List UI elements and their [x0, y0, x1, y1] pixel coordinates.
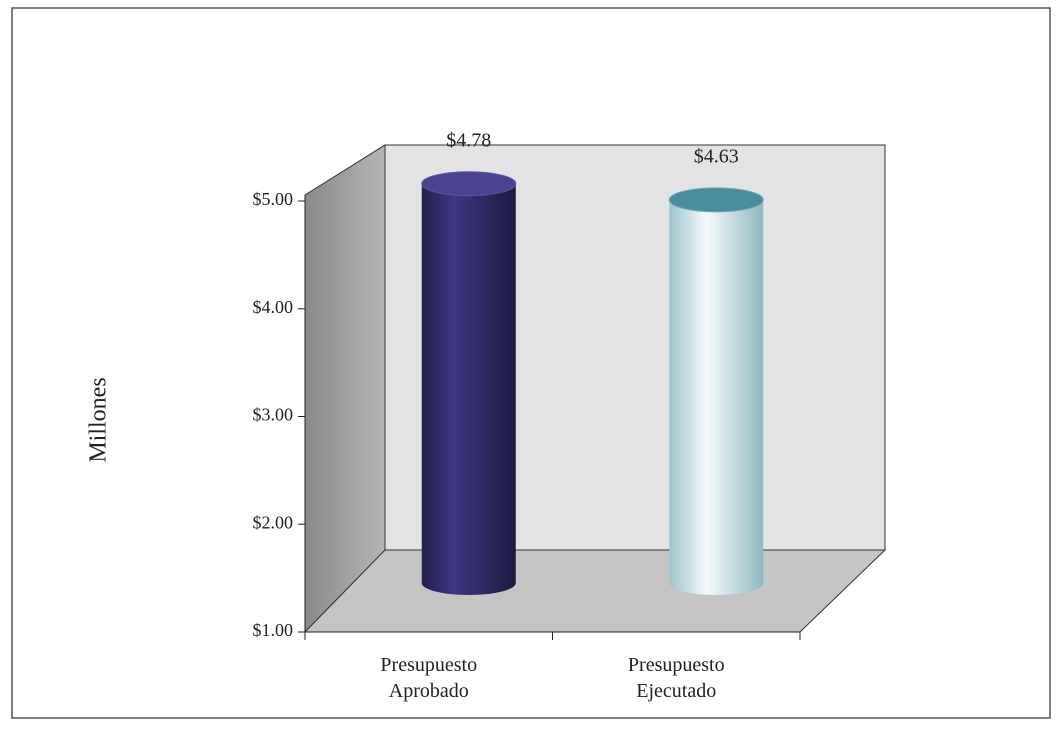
y-axis-label: Millones: [86, 377, 112, 462]
value-label: $4.78: [446, 129, 491, 151]
bar: [421, 183, 516, 583]
side-wall: [304, 144, 386, 634]
y-tick-label: $5.00: [253, 189, 294, 209]
value-label: $4.63: [694, 145, 739, 167]
bar-top: [421, 171, 517, 197]
x-tick-label: Presupuesto Ejecutado: [627, 654, 725, 702]
y-tick-label: $1.00: [253, 620, 294, 640]
floor: [303, 549, 887, 633]
y-tick-label: $3.00: [253, 405, 294, 425]
y-tick-label: $2.00: [253, 512, 294, 532]
y-tick-label: $4.00: [253, 297, 294, 317]
x-tick-label: Presupuesto Aprobado: [380, 654, 478, 702]
bar: [669, 199, 764, 583]
frame: [11, 7, 1051, 719]
bar-top: [668, 187, 764, 213]
